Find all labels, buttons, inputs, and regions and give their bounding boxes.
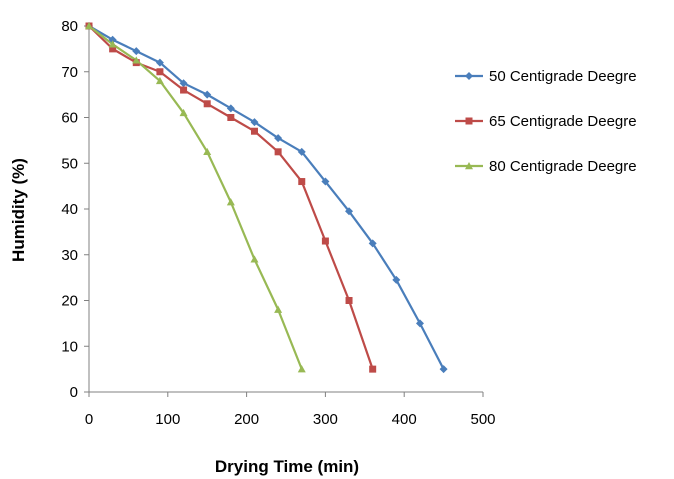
data-point-series-2 bbox=[156, 68, 164, 76]
data-point-series-2 bbox=[321, 237, 329, 245]
y-tick-label: 20 bbox=[61, 293, 78, 310]
data-point-series-1 bbox=[203, 90, 212, 99]
data-point-series-2 bbox=[274, 148, 282, 156]
data-point-series-1 bbox=[321, 177, 330, 186]
tick-labels: 0 10 20 30 40 50 60 70 80 0 100 200 300 400 500 bbox=[61, 18, 495, 428]
y-axis-title: Humidity (%) bbox=[9, 158, 28, 262]
x-tick-label: 200 bbox=[234, 411, 259, 428]
legend-marker-1 bbox=[465, 72, 473, 80]
series-lines bbox=[88, 25, 445, 370]
data-point-series-1 bbox=[392, 275, 401, 284]
y-tick-label: 70 bbox=[61, 64, 78, 81]
data-point-series-1 bbox=[274, 134, 283, 143]
data-point-series-3 bbox=[274, 305, 283, 313]
data-point-series-1 bbox=[226, 104, 235, 113]
data-point-series-2 bbox=[203, 100, 211, 108]
series-markers bbox=[85, 22, 448, 374]
x-tick-label: 0 bbox=[85, 411, 93, 428]
legend-marker-2 bbox=[465, 117, 473, 125]
data-point-series-2 bbox=[180, 86, 188, 94]
data-point-series-3 bbox=[179, 108, 188, 117]
data-point-series-2 bbox=[345, 297, 353, 304]
data-point-series-1 bbox=[297, 147, 306, 156]
y-tick-label: 60 bbox=[61, 110, 78, 127]
data-point-series-1 bbox=[179, 79, 188, 88]
data-point-series-1 bbox=[132, 47, 141, 56]
legend: 50 Centigrade Deegre 65 Centigrade Deegre… bbox=[455, 68, 637, 175]
data-point-series-3 bbox=[250, 255, 259, 263]
y-tick-label: 10 bbox=[61, 338, 78, 355]
data-point-series-3 bbox=[85, 22, 93, 30]
data-point-series-1 bbox=[250, 118, 259, 127]
legend-marker-3 bbox=[465, 162, 473, 170]
data-point-series-1 bbox=[345, 207, 354, 216]
x-tick-label: 300 bbox=[313, 411, 338, 428]
data-point-series-2 bbox=[369, 365, 377, 373]
data-point-series-1 bbox=[439, 365, 448, 374]
data-point-series-3 bbox=[226, 198, 235, 206]
y-tick-label: 40 bbox=[61, 201, 78, 218]
data-point-series-2 bbox=[250, 127, 258, 135]
data-point-series-3 bbox=[203, 147, 212, 156]
series-line-3 bbox=[88, 25, 303, 370]
data-point-series-2 bbox=[227, 114, 235, 121]
y-tick-label: 30 bbox=[61, 247, 78, 264]
x-axis-title: Drying Time (min) bbox=[215, 457, 359, 476]
data-point-series-2 bbox=[109, 45, 117, 53]
x-tick-label: 500 bbox=[470, 411, 495, 428]
data-point-series-3 bbox=[297, 365, 306, 373]
data-point-series-3 bbox=[155, 76, 164, 85]
data-point-series-1 bbox=[108, 35, 117, 44]
legend-label-2: 65 Centigrade Deegre bbox=[489, 113, 637, 130]
data-point-series-3 bbox=[132, 56, 141, 64]
series-line-2 bbox=[88, 25, 374, 370]
y-tick-label: 0 bbox=[70, 384, 78, 401]
x-tick-label: 400 bbox=[392, 411, 417, 428]
data-point-series-1 bbox=[155, 58, 164, 67]
data-point-series-2 bbox=[298, 178, 306, 186]
series-line-1 bbox=[88, 25, 445, 370]
axes bbox=[84, 24, 484, 397]
y-tick-label: 50 bbox=[61, 155, 78, 172]
y-tick-label: 80 bbox=[61, 18, 78, 35]
data-point-series-1 bbox=[368, 239, 377, 248]
legend-label-3: 80 Centigrade Deegre bbox=[489, 158, 637, 175]
data-point-series-3 bbox=[108, 40, 117, 48]
legend-label-1: 50 Centigrade Deegre bbox=[489, 68, 637, 85]
data-point-series-1 bbox=[415, 319, 424, 328]
x-tick-label: 100 bbox=[155, 411, 180, 428]
